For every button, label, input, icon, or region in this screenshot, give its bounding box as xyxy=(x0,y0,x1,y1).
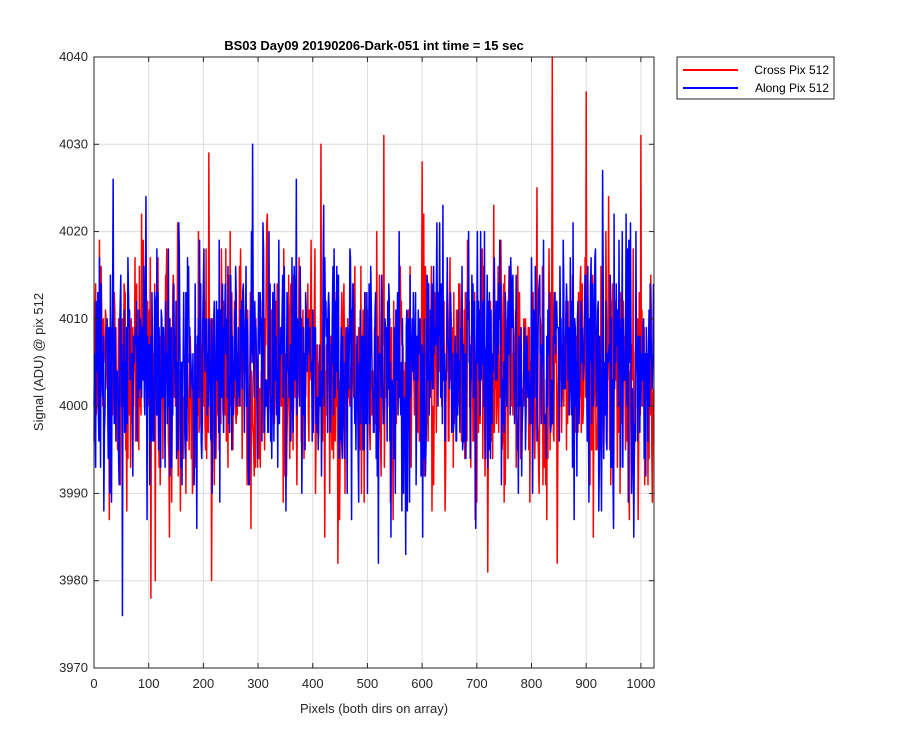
x-tick-label: 300 xyxy=(247,676,269,691)
y-tick-label: 4030 xyxy=(59,136,88,151)
y-tick-label: 3970 xyxy=(59,660,88,675)
y-tick-label: 3980 xyxy=(59,573,88,588)
x-tick-label: 800 xyxy=(521,676,543,691)
x-tick-label: 500 xyxy=(357,676,379,691)
y-tick-label: 4040 xyxy=(59,49,88,64)
legend-box xyxy=(676,56,835,100)
ticks: 0 100 200 300 400 500 600 700 800 900 1000 3970 3980… xyxy=(59,49,655,691)
x-tick-label: 400 xyxy=(302,676,324,691)
y-tick-label: 4000 xyxy=(59,398,88,413)
x-tick-label: 700 xyxy=(466,676,488,691)
legend-label-cross: Cross Pix 512 xyxy=(754,63,829,77)
x-tick-label: 900 xyxy=(575,676,597,691)
legend[interactable]: Cross Pix 512 Along Pix 512 xyxy=(676,56,835,100)
axes-box xyxy=(93,56,655,669)
y-tick-label: 4010 xyxy=(59,311,88,326)
y-axis-title: Signal (ADU) @ pix 512 xyxy=(31,293,46,431)
x-tick-label: 0 xyxy=(90,676,97,691)
x-tick-label: 200 xyxy=(193,676,215,691)
plot-series xyxy=(93,56,655,617)
x-tick-label: 100 xyxy=(138,676,160,691)
x-axis-title: Pixels (both dirs on array) xyxy=(300,701,448,716)
x-tick-label: 1000 xyxy=(626,676,655,691)
series-line-along-pix-512 xyxy=(93,143,655,617)
chart-title: BS03 Day09 20190206-Dark-051 int time = … xyxy=(224,38,524,53)
x-tick-label: 600 xyxy=(411,676,433,691)
legend-label-along: Along Pix 512 xyxy=(755,81,829,95)
y-tick-label: 4020 xyxy=(59,224,88,239)
y-tick-label: 3990 xyxy=(59,485,88,500)
